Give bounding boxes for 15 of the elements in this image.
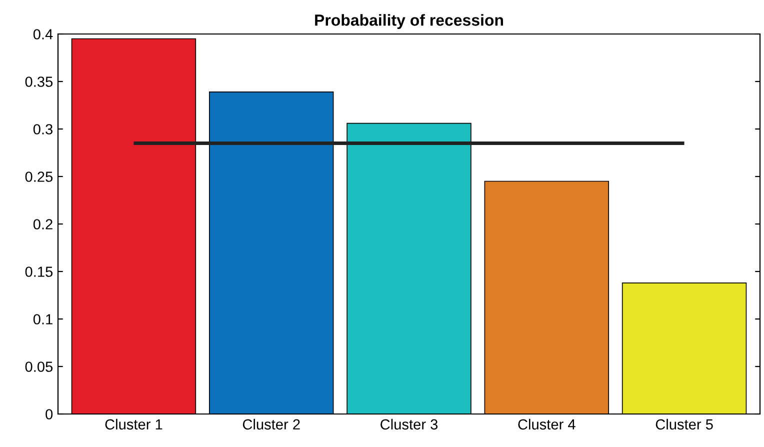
y-tick-label: 0.1 [33, 314, 52, 324]
chart-title: Probabaility of recession [315, 14, 503, 29]
y-tick-label: 0 [46, 409, 53, 420]
x-tick-label: Cluster 3 [380, 418, 438, 430]
x-tick-label: Cluster 5 [656, 418, 713, 430]
x-tick-label: Cluster 2 [242, 418, 300, 430]
x-tick-label: Cluster 4 [518, 418, 576, 430]
y-tick-label: 0.2 [33, 219, 52, 230]
y-tick-label: 0.05 [25, 362, 53, 372]
y-tick-label: 0.3 [33, 124, 52, 134]
y-tick-label: 0.25 [25, 172, 53, 182]
y-tick-label: 0.4 [33, 29, 53, 40]
x-tick-label: Cluster 1 [105, 418, 162, 430]
y-tick-label: 0.35 [25, 76, 53, 87]
y-tick-label: 0.15 [25, 266, 53, 277]
